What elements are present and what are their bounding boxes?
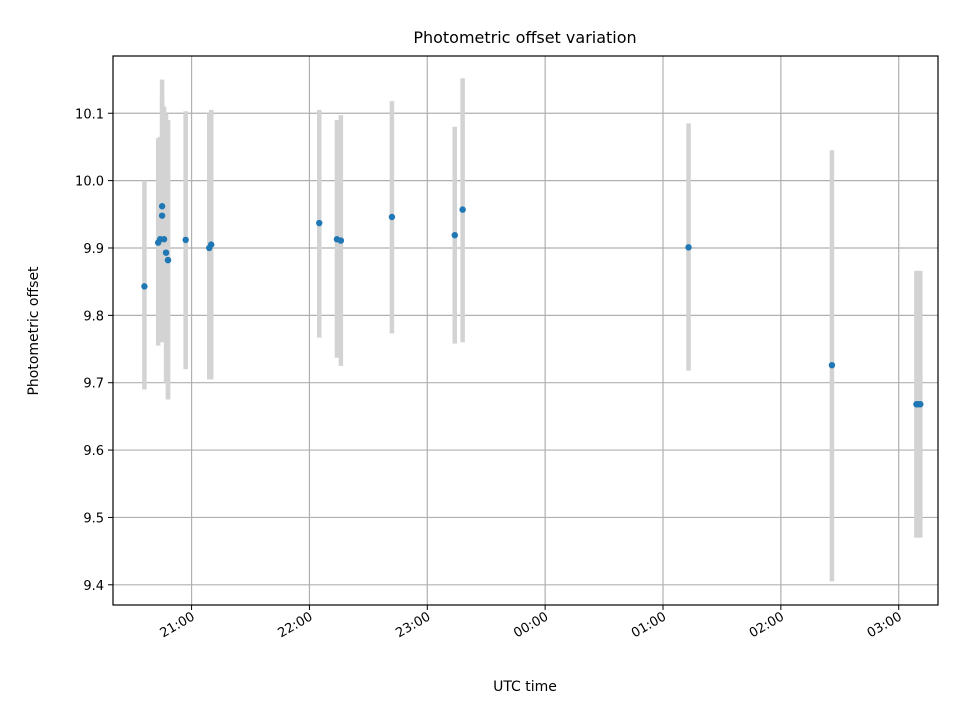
y-tick-label: 9.9	[83, 242, 104, 257]
y-axis-ticks: 9.4 9.5 9.6 9.7 9.8 9.9 10.0 10.1	[75, 107, 113, 594]
grid-lines	[113, 56, 938, 605]
y-tick-label: 10.1	[75, 107, 104, 122]
data-point	[828, 361, 836, 369]
data-point	[164, 256, 172, 264]
data-point	[158, 212, 166, 219]
data-point	[917, 401, 924, 408]
data-point	[158, 203, 166, 210]
y-tick-label: 9.4	[83, 579, 104, 594]
y-tick-label: 9.5	[83, 511, 104, 526]
x-axis-label: UTC time	[493, 679, 557, 695]
y-tick-label: 10.0	[75, 175, 104, 190]
data-point	[459, 206, 466, 213]
y-axis-label: Photometric offset	[26, 266, 42, 396]
data-point	[337, 237, 345, 244]
data-point	[162, 249, 170, 256]
data-point	[160, 236, 168, 243]
y-tick-label: 9.6	[83, 444, 104, 459]
data-point	[451, 231, 458, 239]
data-point	[182, 236, 189, 244]
data-point	[388, 213, 396, 221]
data-point	[685, 244, 692, 251]
y-tick-label: 9.8	[83, 309, 104, 324]
data-point	[316, 219, 323, 227]
data-point	[208, 241, 215, 248]
plot-frame	[112, 55, 939, 606]
data-points	[141, 203, 924, 408]
chart-title: Photometric offset variation	[413, 28, 636, 47]
y-tick-label: 9.7	[83, 377, 104, 392]
data-point	[141, 283, 148, 290]
